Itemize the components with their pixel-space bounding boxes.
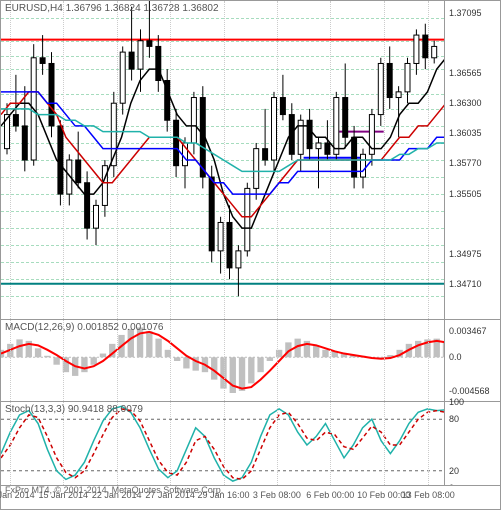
- symbol-tf: EURUSD,H4: [5, 3, 63, 14]
- stoch-y-axis: 10080200: [444, 402, 500, 487]
- price-y-label: 1.36565: [449, 68, 482, 78]
- vgrid: [224, 320, 225, 401]
- vgrid: [330, 402, 331, 487]
- price-y-label: 1.36300: [449, 98, 482, 108]
- chart-container: EURUSD,H4 1.36796 1.36824 1.36728 1.3680…: [0, 0, 501, 510]
- price-y-label: 1.34975: [449, 249, 482, 259]
- stoch-y-label: 100: [449, 397, 464, 407]
- vgrid: [224, 402, 225, 487]
- vgrid: [428, 402, 429, 487]
- price-y-label: 1.35770: [449, 158, 482, 168]
- vgrid: [277, 320, 278, 401]
- stoch-panel[interactable]: Stoch(13,3,3) 90.9418 88.0079 10080200: [1, 401, 500, 487]
- stoch-y-label: 20: [449, 466, 459, 476]
- macd-y-axis: 0.003467 0.0 -0.004568: [444, 320, 500, 401]
- symbol-title: EURUSD,H4 1.36796 1.36824 1.36728 1.3680…: [5, 3, 219, 14]
- macd-y-label: 0.0: [449, 352, 462, 362]
- vgrid: [170, 320, 171, 401]
- footer-text: FxPro MT4, © 2001-2014, MetaQuotes Softw…: [5, 485, 223, 495]
- x-label: 3 Feb 08:00: [253, 490, 301, 500]
- vgrid: [330, 320, 331, 401]
- vgrid: [170, 402, 171, 487]
- price-y-label: 1.36035: [449, 128, 482, 138]
- vgrid: [384, 402, 385, 487]
- price-panel[interactable]: EURUSD,H4 1.36796 1.36824 1.36728 1.3680…: [1, 1, 500, 319]
- price-y-label: 1.37095: [449, 8, 482, 18]
- x-label: 6 Feb 00:00: [306, 490, 354, 500]
- price-plot[interactable]: [1, 1, 444, 319]
- stoch-title: Stoch(13,3,3) 90.9418 88.0079: [5, 404, 143, 415]
- stoch-y-label: 80: [449, 414, 459, 424]
- ohlc: 1.36796 1.36824 1.36728 1.36802: [66, 3, 219, 14]
- price-y-axis: 1.37095 1.36565 1.36300 1.36035 1.35770 1.355…: [444, 1, 500, 319]
- x-label: 13 Feb 08:00: [402, 490, 455, 500]
- macd-panel[interactable]: MACD(12,26,9) 0.001852 0.001076 0.003467…: [1, 319, 500, 401]
- price-y-label: 1.34710: [449, 279, 482, 289]
- vgrid: [428, 320, 429, 401]
- vgrid: [277, 402, 278, 487]
- macd-title: MACD(12,26,9) 0.001852 0.001076: [5, 322, 163, 333]
- price-y-label: 1.35505: [449, 189, 482, 199]
- vgrid: [384, 320, 385, 401]
- macd-y-label: -0.004568: [449, 386, 490, 396]
- macd-y-label: 0.003467: [449, 326, 487, 336]
